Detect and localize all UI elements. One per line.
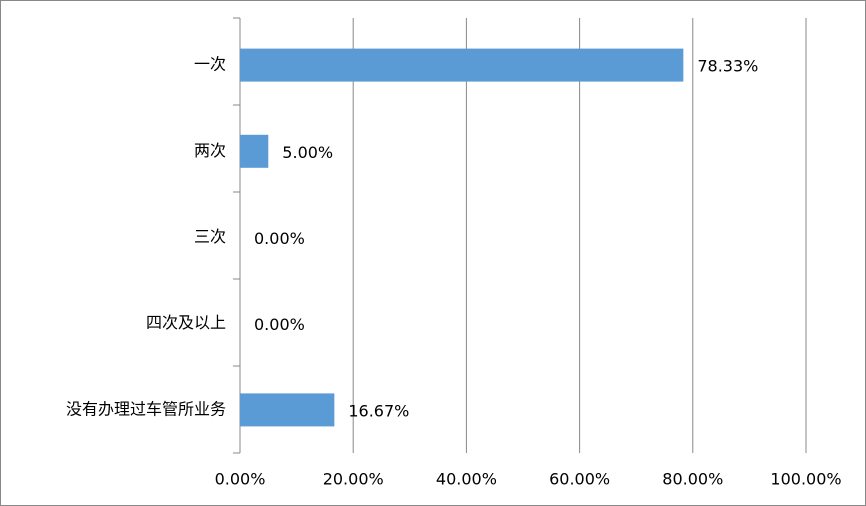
y-tick-label: 一次 bbox=[194, 55, 226, 74]
value-label: 5.00% bbox=[282, 143, 333, 162]
bar bbox=[240, 134, 269, 168]
y-tick-label: 两次 bbox=[194, 141, 226, 160]
value-label: 16.67% bbox=[348, 401, 409, 420]
bar bbox=[240, 393, 335, 427]
x-tick-label: 20.00% bbox=[323, 470, 384, 489]
y-tick-label: 三次 bbox=[194, 227, 226, 246]
bar bbox=[240, 48, 684, 82]
x-tick-label: 0.00% bbox=[215, 470, 266, 489]
value-label: 0.00% bbox=[254, 229, 305, 248]
x-tick-label: 100.00% bbox=[770, 470, 841, 489]
x-tick-label: 60.00% bbox=[549, 470, 610, 489]
x-tick-label: 40.00% bbox=[436, 470, 497, 489]
y-tick-label: 四次及以上 bbox=[146, 313, 226, 332]
value-label: 78.33% bbox=[697, 57, 758, 76]
x-tick-label: 80.00% bbox=[662, 470, 723, 489]
value-label: 0.00% bbox=[254, 315, 305, 334]
y-tick-label: 没有办理过车管所业务 bbox=[66, 399, 226, 418]
